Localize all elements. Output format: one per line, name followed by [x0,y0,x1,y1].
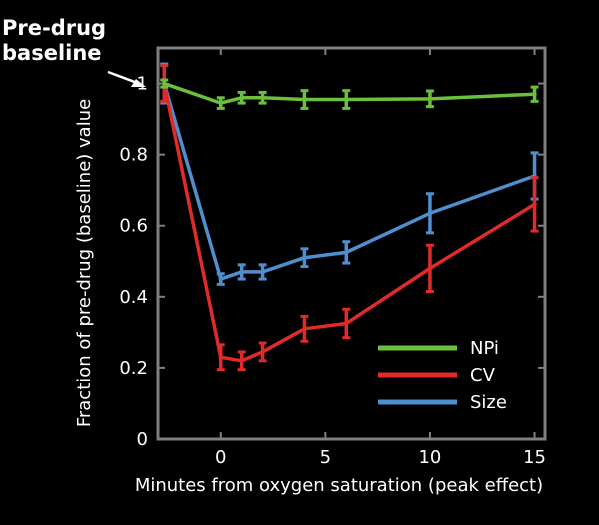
legend-label: CV [470,365,496,386]
error-bar [342,307,351,340]
error-bar [258,90,267,105]
x-axis-title: Minutes from oxygen saturation (peak eff… [135,475,543,496]
annotation-arrowhead [131,79,146,87]
error-bar [216,272,225,286]
series-cv [160,64,539,372]
error-bar [216,343,225,372]
series-npi [160,78,539,110]
error-bar [237,263,246,281]
error-bar [216,96,225,110]
baseline-annotation: Pre-drug baseline [2,16,146,87]
error-bar [342,240,351,265]
data-point [260,95,265,100]
error-bar [237,350,246,372]
data-point [344,97,349,102]
error-bar [425,192,434,235]
legend-item-npi: NPi [378,338,499,359]
data-point [427,266,433,271]
legend-item-cv: CV [378,365,496,386]
data-point [162,81,167,86]
data-point [427,96,433,102]
y-tick-label: 0 [137,429,148,450]
y-tick-label: 0.6 [119,216,148,237]
series-line-size [162,83,536,281]
data-point [532,92,537,97]
y-tick-label: 0.4 [119,287,148,308]
error-bar [300,314,309,343]
series-line-cv [162,83,536,363]
data-point [344,321,349,326]
data-point [427,211,433,216]
error-bar [237,90,246,105]
annotation-line-1: Pre-drug [2,16,106,40]
legend-item-size: Size [378,392,507,413]
data-point [532,202,537,207]
x-tick-label: 15 [523,447,546,468]
x-tick-label: 10 [418,447,441,468]
axis-ticks: 00.20.40.60.81051015 [119,48,546,468]
y-axis-title: Fraction of pre-drug (baseline) value [74,99,95,427]
data-point [218,355,223,360]
error-bar [300,89,309,110]
x-tick-label: 5 [320,447,331,468]
error-bar [258,263,267,281]
error-bar [425,89,434,109]
data-point [239,358,244,363]
series-layer [160,62,539,372]
error-bar [530,176,539,233]
legend-label: NPi [470,338,499,359]
x-tick-label: 0 [215,447,226,468]
error-bar [342,89,351,110]
data-point [218,276,223,282]
legend: NPi CV Size [378,338,507,413]
error-bar [258,341,267,363]
error-bar [160,78,169,89]
data-point [302,326,307,332]
series-line-npi [163,81,535,105]
plot-frame [156,46,547,441]
legend-label: Size [470,392,507,413]
data-point [218,100,223,106]
error-bar [530,85,539,103]
data-point [239,95,244,100]
data-point [239,269,244,275]
data-point [260,269,265,275]
y-tick-label: 0.2 [119,358,148,379]
annotation-line-2: baseline [2,41,102,65]
error-bar [300,247,309,269]
data-point [302,97,307,102]
data-point [260,349,265,355]
error-bar [425,243,434,293]
data-point [302,255,307,260]
y-tick-label: 0.8 [119,145,148,166]
data-point [344,250,349,255]
